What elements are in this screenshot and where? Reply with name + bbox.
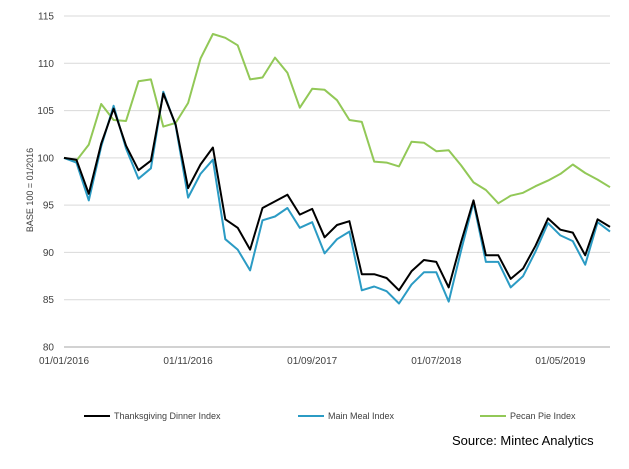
source-note: Source: Mintec Analytics bbox=[452, 433, 594, 448]
x-axis-tick-labels: 01/01/2016 01/11/2016 01/09/2017 01/07/2018… bbox=[39, 356, 586, 367]
series-line bbox=[63, 92, 611, 292]
x-tick-label: 01/09/2017 bbox=[287, 356, 337, 367]
x-tick-label: 01/05/2019 bbox=[535, 356, 585, 367]
x-tick-label: 01/01/2016 bbox=[39, 356, 89, 367]
y-tick-label: 95 bbox=[43, 201, 55, 212]
legend-label: Main Meal Index bbox=[328, 411, 395, 421]
legend-label: Thanksgiving Dinner Index bbox=[114, 411, 221, 421]
y-tick-label: 110 bbox=[38, 59, 54, 70]
y-tick-label: 85 bbox=[43, 295, 55, 306]
gridlines bbox=[64, 15, 610, 301]
y-axis-label: BASE 100 = 01/2016 bbox=[25, 148, 35, 232]
series-line bbox=[63, 33, 611, 205]
x-tick-label: 01/11/2016 bbox=[163, 356, 213, 367]
legend-label: Pecan Pie Index bbox=[510, 411, 576, 421]
y-tick-label: 80 bbox=[43, 343, 55, 354]
y-tick-label: 100 bbox=[37, 153, 54, 164]
y-axis-tick-labels: 80 85 90 95 100 105 110 115 bbox=[37, 12, 54, 354]
y-tick-label: 105 bbox=[37, 106, 54, 117]
y-tick-label: 115 bbox=[38, 12, 54, 23]
y-tick-label: 90 bbox=[43, 248, 55, 259]
series-lines bbox=[63, 33, 611, 305]
x-tick-label: 01/07/2018 bbox=[411, 356, 461, 367]
legend: Thanksgiving Dinner Index Main Meal Index… bbox=[84, 411, 576, 421]
series-line bbox=[63, 90, 611, 305]
